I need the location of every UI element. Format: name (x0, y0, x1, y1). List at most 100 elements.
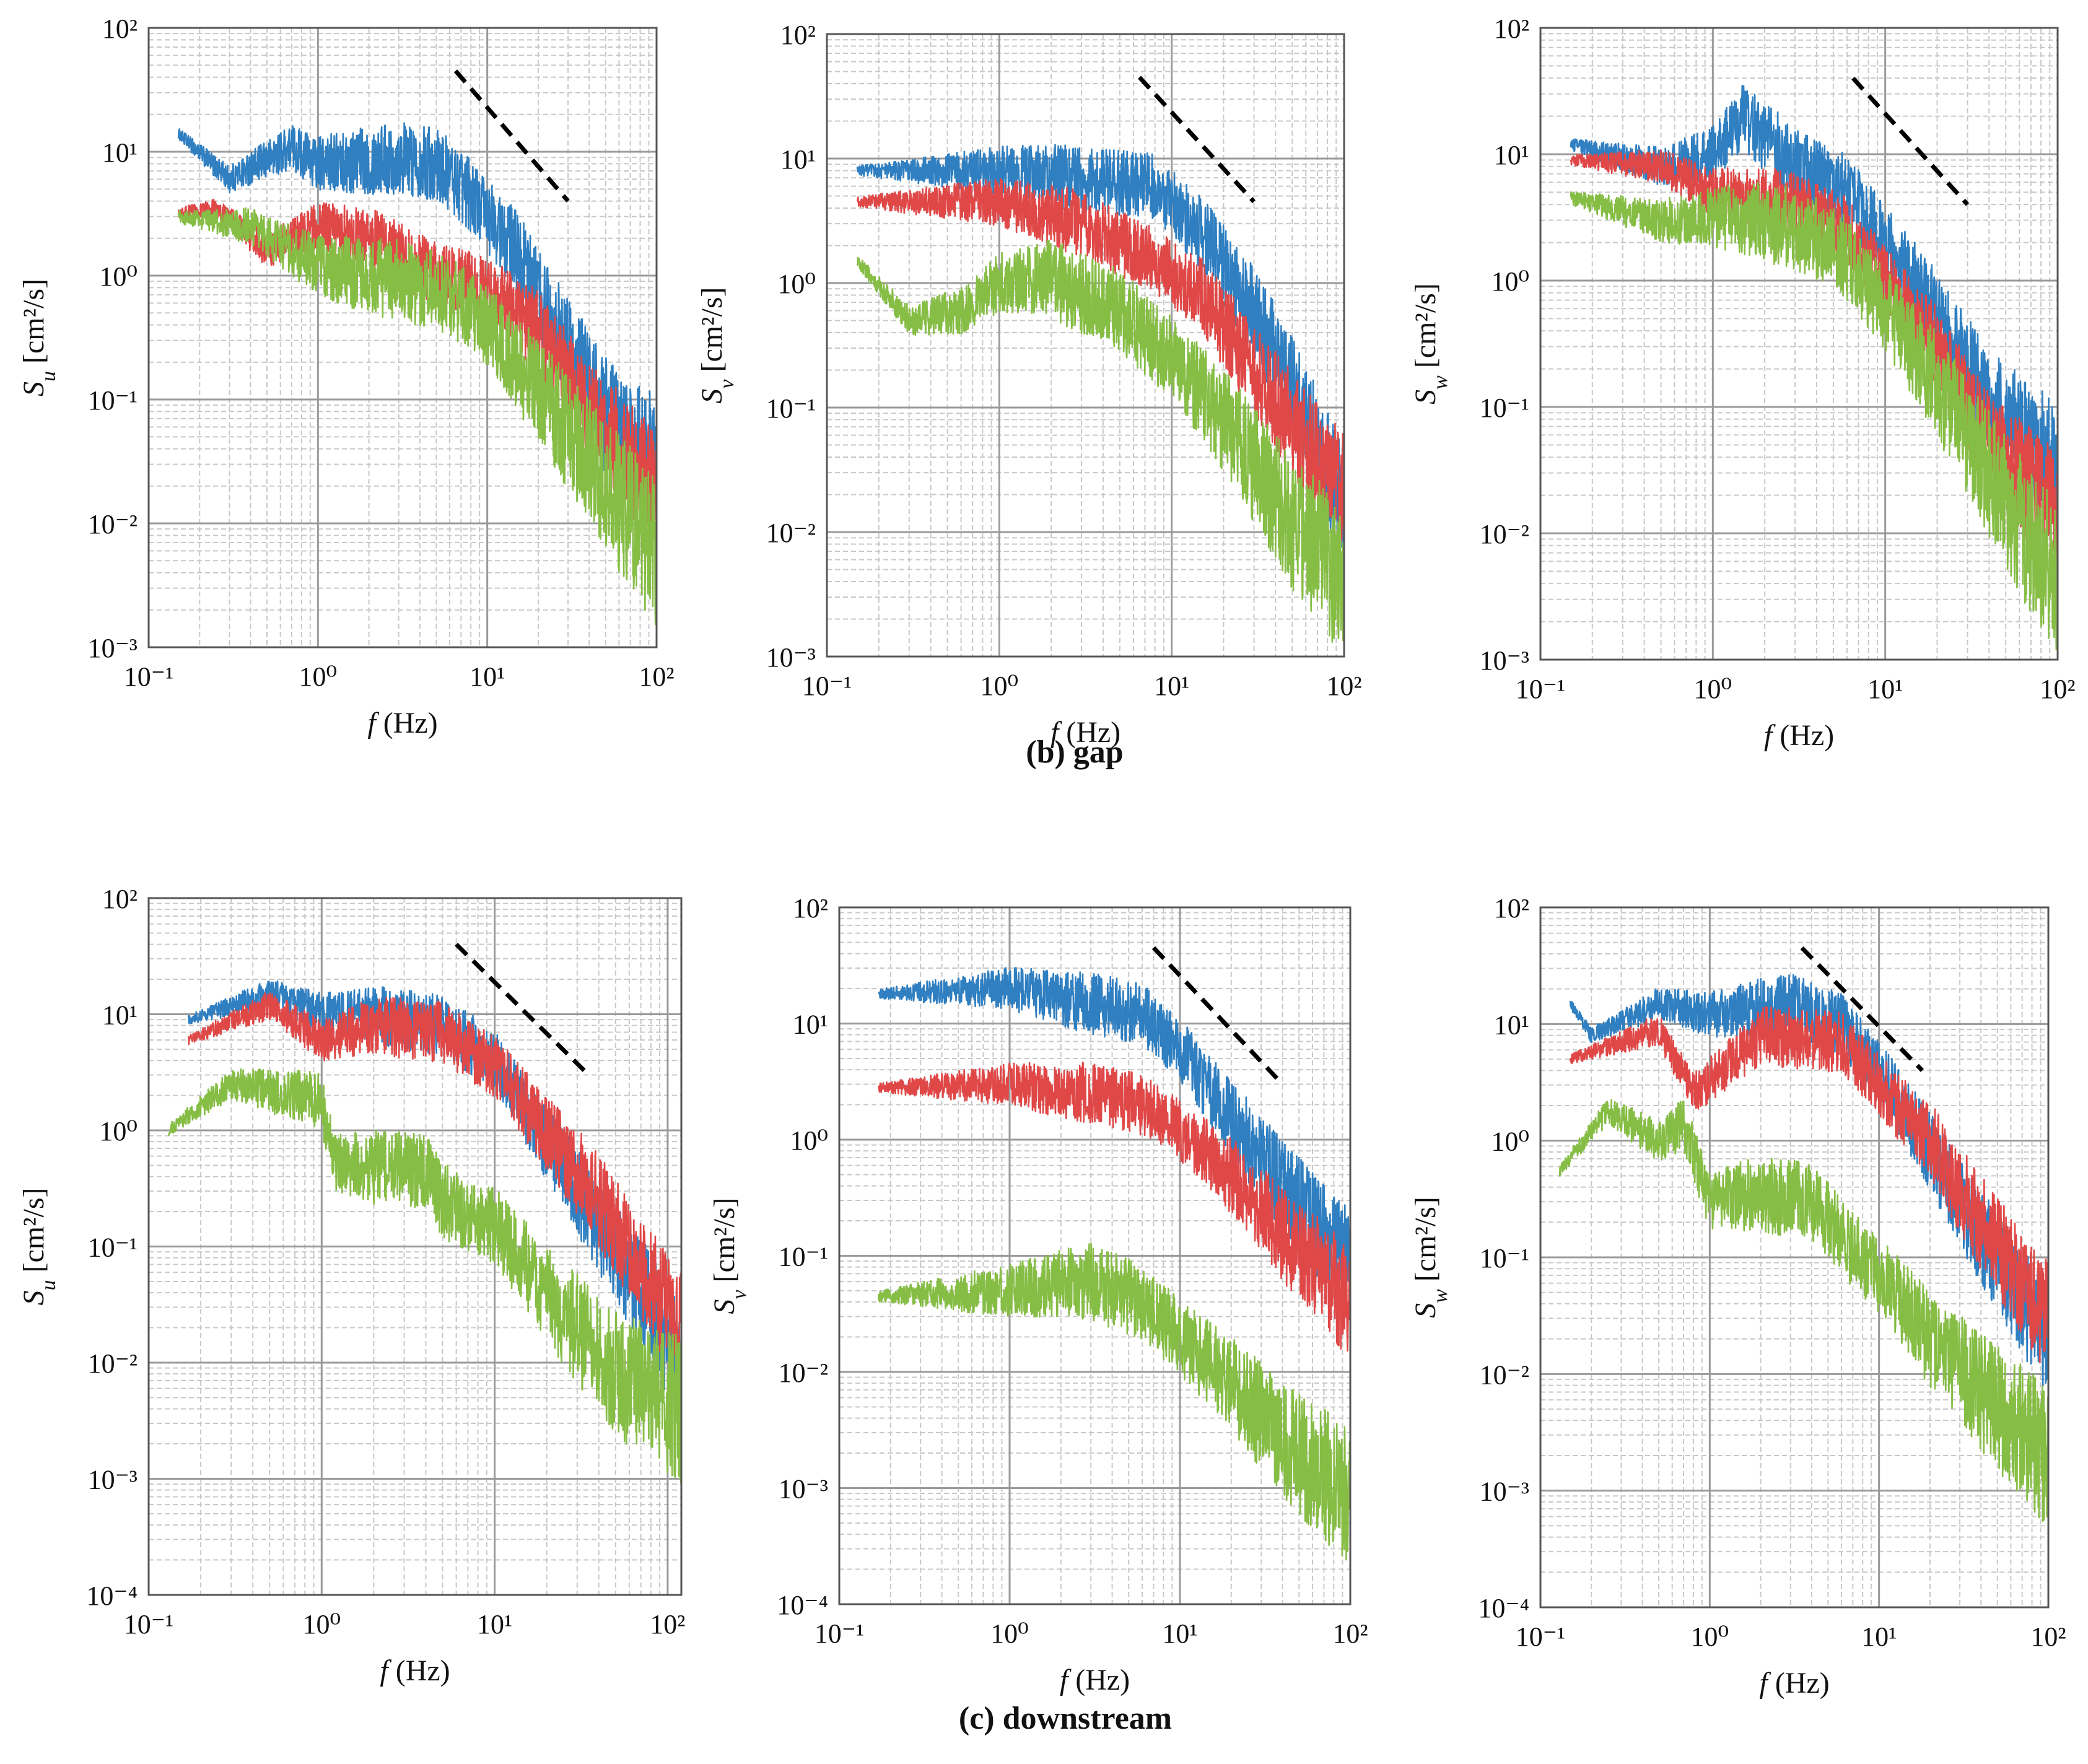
chart-gap-u: 10⁻¹ 10⁰ 10¹ 10² 10⁻³ 10⁻² 10⁻¹ 10⁰ 10¹ 10² f (Hz)… (17, 14, 675, 740)
x-tick-label: 10¹ (1154, 671, 1189, 701)
y-tick-label: 10⁻² (88, 1348, 138, 1379)
series-green-down-u (168, 1068, 681, 1485)
reference-slope-line (1138, 76, 1256, 204)
x-axis-label: f (Hz) (1060, 1664, 1130, 1696)
reference-slope-line (1151, 946, 1285, 1086)
y-tick-label: 10² (780, 20, 816, 50)
y-tick-label: 10⁻² (779, 1358, 828, 1388)
y-tick-label: 10⁻² (88, 509, 138, 539)
caption-downstream: (c) downstream (958, 1701, 1173, 1736)
x-axis-label: f (Hz) (367, 707, 437, 740)
x-tick-label: 10⁰ (1691, 1622, 1729, 1652)
x-tick-label: 10⁻¹ (1516, 1622, 1565, 1652)
series-red-down-v (878, 1061, 1350, 1352)
y-tick-label: 10² (1494, 893, 1529, 923)
plot-frame (826, 33, 1345, 658)
x-axis-label: f (Hz) (1051, 716, 1120, 749)
x-tick-label: 10¹ (477, 1609, 512, 1640)
x-tick-label: 10² (2040, 674, 2075, 704)
y-tick-label: 10¹ (1494, 140, 1529, 170)
y-tick-label: 10⁰ (1491, 266, 1529, 297)
y-axis-label: Sv [cm²/s] (696, 287, 738, 403)
y-axis-label: Sv [cm²/s] (708, 1197, 751, 1314)
y-tick-label: 10⁻⁴ (86, 1581, 138, 1611)
y-tick-label: 10⁰ (777, 269, 816, 299)
y-tick-label: 10⁻³ (766, 642, 816, 673)
chart-gap-v: 10⁻¹ 10⁰ 10¹ 10² 10⁻³ 10⁻² 10⁻¹ 10⁰ 10¹ 10² f (Hz)… (696, 20, 1362, 749)
y-tick-label: 10² (793, 893, 828, 923)
y-tick-label: 10⁻³ (88, 633, 138, 663)
y-tick-label: 10¹ (1494, 1010, 1529, 1040)
series-green-gap-w (1570, 181, 2058, 650)
plot-frame (838, 906, 1352, 1605)
plot-frame (1539, 906, 2050, 1609)
y-tick-label: 10⁻¹ (1480, 1243, 1529, 1273)
y-axis-label: Su [cm²/s] (17, 1187, 60, 1305)
reference-slope-line (1800, 946, 1924, 1072)
y-axis-label: Su [cm²/s] (17, 279, 60, 396)
x-tick-label: 10⁻¹ (802, 671, 852, 701)
y-tick-label: 10⁻⁴ (777, 1590, 828, 1620)
chart-down-u: 10⁻¹ 10⁰ 10¹ 10² 10⁻⁴ 10⁻³ 10⁻² 10⁻¹ 10⁰ 10¹ 10² f … (17, 884, 685, 1687)
plot-frame (147, 897, 683, 1596)
series-red-down-u (188, 992, 681, 1379)
caption-gap: (b) gap (1026, 735, 1124, 770)
x-tick-label: 10¹ (1861, 1622, 1897, 1652)
y-tick-label: 10⁰ (1491, 1127, 1529, 1157)
x-tick-label: 10² (639, 662, 674, 692)
x-tick-label: 10⁰ (981, 671, 1019, 701)
minor-grid (1540, 28, 2058, 660)
x-tick-label: 10¹ (1162, 1618, 1197, 1649)
y-tick-label: 10⁻² (1480, 1360, 1529, 1390)
x-tick-label: 10¹ (470, 662, 505, 692)
chart-gap-w: 10⁻¹ 10⁰ 10¹ 10² 10⁻³ 10⁻² 10⁻¹ 10⁰ 10¹ 10² f (Hz)… (1409, 14, 2076, 752)
series-green-gap-v (856, 239, 1344, 643)
series-green-down-w (1558, 1099, 2048, 1522)
y-tick-label: 10⁻² (1480, 519, 1529, 549)
y-tick-label: 10² (102, 14, 138, 44)
y-tick-label: 10⁻³ (1480, 645, 1529, 676)
x-tick-label: 10⁻¹ (815, 1618, 864, 1649)
reference-slope-line (453, 69, 570, 203)
y-tick-label: 10⁻¹ (88, 1233, 138, 1263)
series-green-down-v (878, 1242, 1350, 1561)
series-red-down-w (1569, 1006, 2048, 1364)
x-tick-label: 10⁻¹ (124, 1609, 173, 1640)
y-tick-label: 10¹ (780, 144, 816, 175)
x-tick-label: 10⁰ (990, 1618, 1029, 1649)
plot-frame (147, 27, 658, 648)
y-tick-label: 10⁻³ (779, 1474, 828, 1504)
x-tick-label: 10¹ (1867, 674, 1903, 704)
series-green-gap-u (177, 207, 657, 626)
chart-down-w: 10⁻¹ 10⁰ 10¹ 10² 10⁻⁴ 10⁻³ 10⁻² 10⁻¹ 10⁰ 10¹ 10² f … (1409, 893, 2066, 1700)
y-tick-label: 10² (1494, 14, 1529, 44)
reference-slope-line (455, 943, 591, 1077)
x-axis-label: f (Hz) (380, 1654, 450, 1687)
x-tick-label: 10⁻¹ (1516, 674, 1565, 704)
plot-area (1540, 28, 2058, 660)
y-tick-label: 10⁻¹ (88, 385, 138, 416)
x-tick-label: 10⁰ (1694, 674, 1732, 704)
y-tick-label: 10¹ (102, 138, 138, 168)
y-tick-label: 10⁻¹ (766, 393, 816, 424)
y-tick-label: 10⁰ (790, 1125, 828, 1156)
y-tick-label: 10⁰ (99, 1116, 138, 1146)
plot-frame (1539, 27, 2059, 661)
x-tick-label: 10² (1326, 671, 1361, 701)
x-tick-label: 10² (650, 1609, 685, 1640)
chart-down-v: 10⁻¹ 10⁰ 10¹ 10² 10⁻⁴ 10⁻³ 10⁻² 10⁻¹ 10⁰ 10¹ 10² f … (708, 893, 1368, 1696)
y-tick-label: 10⁻¹ (1480, 393, 1529, 423)
x-tick-label: 10⁰ (299, 662, 338, 692)
y-axis-label: Sw [cm²/s] (1409, 283, 1452, 404)
x-tick-label: 10² (1332, 1618, 1368, 1649)
y-tick-label: 10¹ (793, 1010, 828, 1040)
y-tick-label: 10¹ (102, 1000, 138, 1031)
x-tick-label: 10² (2030, 1622, 2066, 1652)
x-tick-label: 10⁻¹ (124, 662, 173, 692)
series-red-gap-v (856, 178, 1344, 544)
reference-slope-line (1851, 76, 1970, 206)
y-tick-label: 10⁻⁴ (1478, 1593, 1529, 1623)
y-tick-label: 10⁻³ (1480, 1477, 1529, 1507)
y-axis-label: Sw [cm²/s] (1409, 1197, 1452, 1318)
